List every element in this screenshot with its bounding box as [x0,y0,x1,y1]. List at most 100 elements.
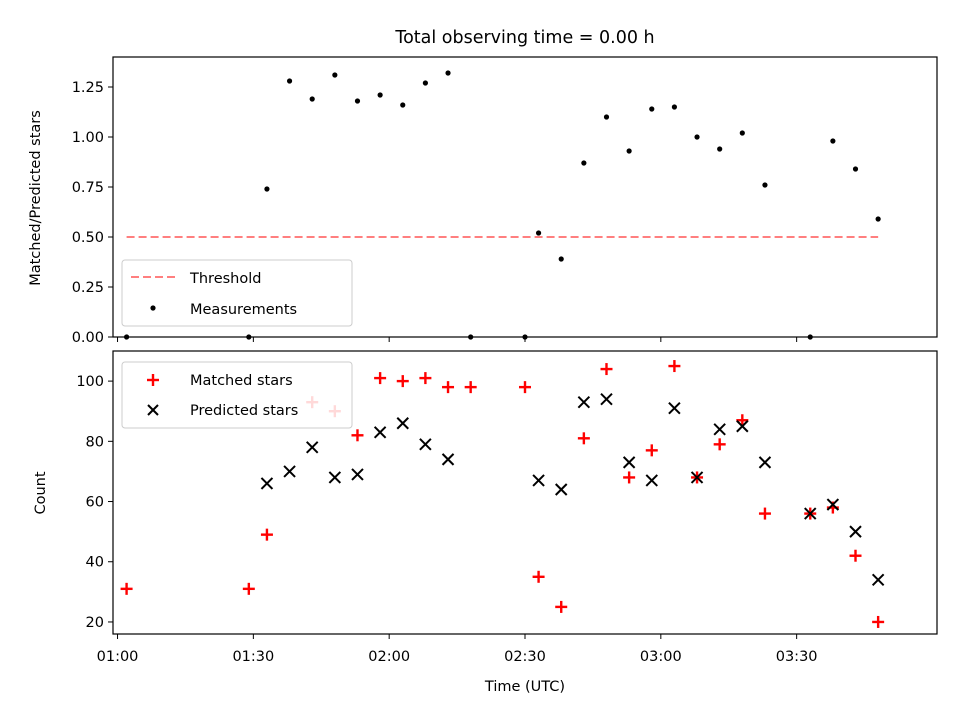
predicted-star-point [260,477,274,490]
bottom-panel-y-axis-label: Count [33,471,49,514]
x-tick-label: 02:00 [368,649,410,665]
predicted-star-point [622,456,636,469]
measurement-point [875,216,881,222]
y-tick-label: 1.00 [72,130,104,146]
measurement-point [717,146,723,152]
matched-star-point [849,549,862,562]
predicted-star-point [804,507,817,520]
bottom-panel-legend: Matched stars Predicted stars [121,361,353,429]
predicted-star-point [306,441,319,454]
matched-star-point [374,372,387,385]
top-panel-legend: Threshold Measurements [121,259,353,327]
measurement-point [762,182,768,188]
top-panel-frame [112,56,938,338]
matched-star-point [623,471,636,484]
measurement-point [422,80,428,86]
matched-star-point [519,381,531,394]
legend-measurements-label: Measurements [190,302,297,318]
matched-star-point [600,363,613,376]
measurement-point [852,166,859,172]
measurement-point [309,96,315,102]
bottom-panel-frame [112,350,938,635]
matched-star-point [736,414,749,427]
bottom-panel-x-axis-label: Time (UTC) [484,679,565,695]
measurement-point [626,148,632,154]
legend-predicted-swatch [147,404,159,416]
matched-star-point [532,570,545,583]
predicted-star-point [713,423,726,436]
measurement-point [354,98,361,104]
matched-star-point [260,528,273,541]
predicted-star-point [419,438,432,451]
y-tick-label: 0.75 [72,180,104,196]
measurement-point [671,104,678,110]
predicted-star-point [351,468,364,481]
matched-star-point [442,381,455,394]
measurement-point [286,78,293,84]
predicted-star-point [373,426,387,439]
measurement-point [400,102,406,108]
legend-box [121,259,353,327]
predicted-star-point [396,417,409,430]
y-tick-label: 1.25 [72,80,104,96]
measurement-point [649,106,655,112]
top-panel-y-axis-label: Matched/Predicted stars [28,110,44,286]
matched-star-point [645,444,658,457]
predicted-star-point [668,401,681,415]
predicted-star-point [849,525,862,538]
predicted-star-point [826,498,840,511]
y-tick-label: 0.50 [72,230,104,246]
matched-star-point [872,615,885,628]
top-panel-title: Total observing time = 0.00 h [394,28,654,48]
measurement-point [445,70,451,76]
matched-star-point [668,360,681,373]
y-tick-label: 100 [76,374,104,390]
x-tick-label: 03:00 [640,649,682,665]
measurement-point [535,230,542,236]
y-tick-label: 0.25 [72,280,104,296]
predicted-star-point [577,395,591,409]
predicted-star-point [645,474,658,487]
bottom-panel-x-ticks: 01:00 01:30 02:00 02:30 03:00 03:30 [97,634,818,665]
legend-matched-swatch [147,374,159,386]
x-tick-label: 01:30 [232,649,274,665]
predicted-star-point [283,465,296,478]
measurement-point [332,72,338,78]
predicted-star-point [690,471,704,484]
predicted-star-point [532,474,545,487]
measurement-point [830,138,836,144]
legend-threshold-label: Threshold [189,271,261,287]
top-panel: Total observing time = 0.00 h Matched/Pr… [28,28,938,346]
predicted-star-point [600,392,613,406]
legend-predicted-label: Predicted stars [190,403,298,419]
measurement-point [694,134,700,140]
predicted-star-point [758,456,772,469]
y-tick-label: 40 [86,555,104,571]
measurement-point [603,114,610,120]
measurement-point [377,92,383,98]
predicted-star-point [328,471,342,484]
x-tick-label: 02:30 [504,649,546,665]
x-tick-label: 03:30 [776,649,818,665]
legend-box [121,361,353,429]
predicted-star-point [871,573,885,587]
matched-star-point [577,432,590,445]
matched-star-point [396,375,409,388]
measurement-point [264,186,270,192]
matched-star-point [242,582,255,595]
y-tick-label: 60 [86,495,104,511]
predicted-star-point [736,420,749,433]
predicted-star-point [555,483,568,496]
y-tick-label: 0.00 [72,330,104,346]
y-tick-label: 20 [86,615,104,631]
matched-star-point [713,438,726,451]
y-tick-label: 80 [86,434,104,450]
x-tick-label: 01:00 [97,649,139,665]
legend-measurements-swatch [150,305,156,311]
matched-star-point [120,582,133,595]
measurement-point [581,160,587,166]
measurement-point [558,256,564,262]
